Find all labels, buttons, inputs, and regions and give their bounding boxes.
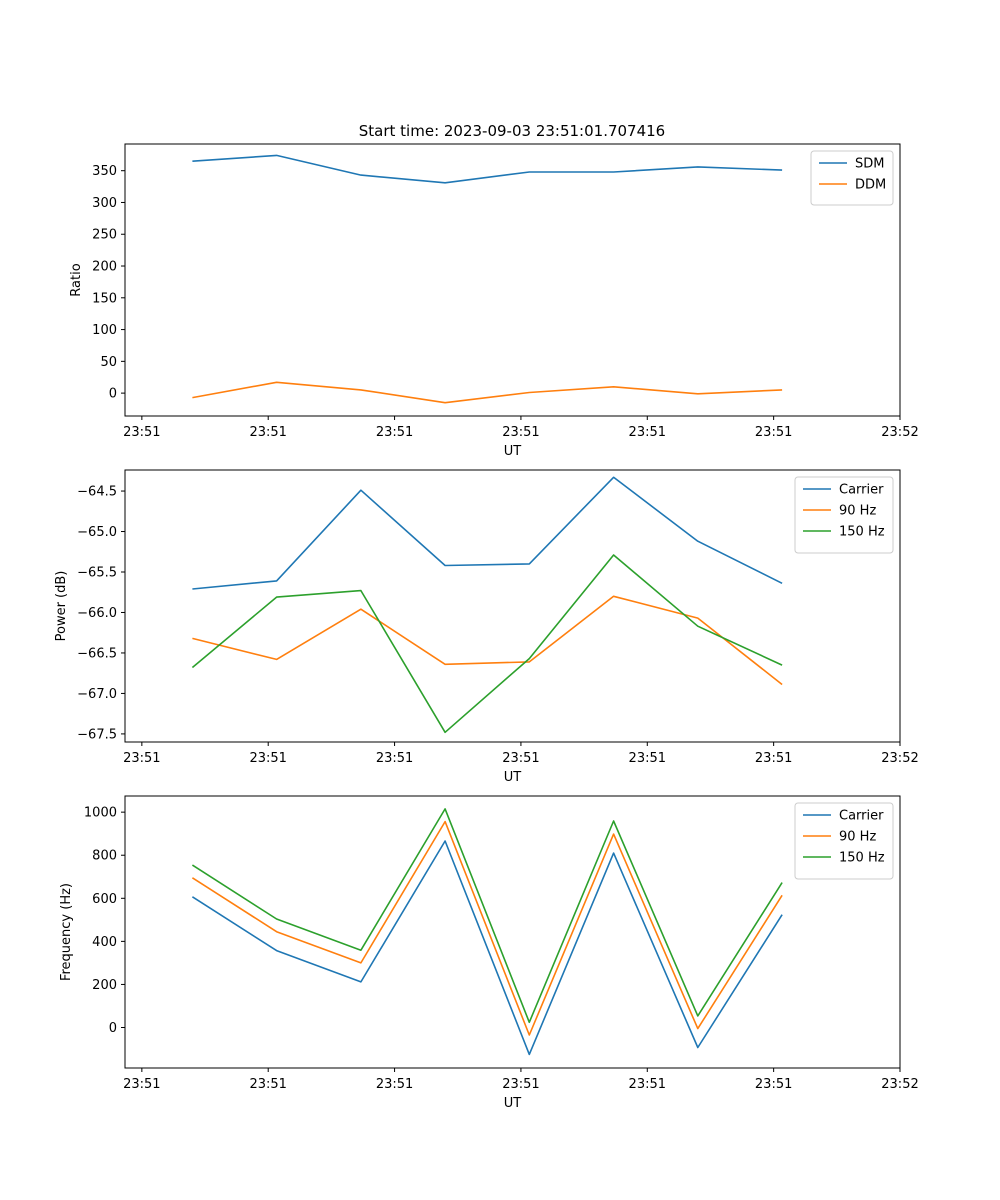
y-tick-label: −67.5 [77, 727, 117, 742]
y-tick-label: 0 [109, 387, 117, 402]
series-line-90-hz [192, 595, 783, 686]
y-tick-label: 200 [92, 260, 117, 275]
x-tick-label: 23:51 [376, 1077, 413, 1092]
legend-box [794, 802, 894, 880]
x-tick-label: 23:51 [502, 751, 539, 766]
x-tick-label: 23:51 [249, 425, 286, 440]
series-line-carrier [192, 476, 783, 590]
x-tick-label: 23:52 [881, 425, 918, 440]
x-tick-label: 23:51 [755, 425, 792, 440]
y-tick-label: 250 [92, 228, 117, 243]
y-tick-label: 600 [92, 892, 117, 907]
x-axis-label: UT [504, 1096, 522, 1111]
series-line-carrier [191, 840, 783, 1056]
legend-label: 90 Hz [839, 504, 876, 519]
y-tick-label: 350 [92, 164, 117, 179]
y-tick-label: 300 [92, 196, 117, 211]
y-axis-label: Ratio [69, 263, 84, 296]
x-tick-label: 23:51 [123, 751, 160, 766]
axes-frame [124, 795, 901, 1069]
y-tick-label: 50 [100, 355, 117, 370]
x-tick-label: 23:51 [629, 425, 666, 440]
y-axis-label: Power (dB) [54, 571, 69, 642]
y-tick-label: 150 [92, 291, 117, 306]
series-line-150-hz [191, 554, 783, 734]
y-tick-label: 0 [109, 1021, 117, 1036]
x-tick-label: 23:51 [249, 1077, 286, 1092]
y-tick-label: 1000 [84, 806, 117, 821]
panel-2: 23:51 23:51 23:51 23:51 23:51 23:51 23:52 −67.5… [54, 469, 919, 785]
y-tick-label: −67.0 [77, 687, 117, 702]
x-axis-label: UT [504, 444, 522, 459]
y-tick-label: −66.0 [77, 606, 117, 621]
y-tick-label: 200 [92, 978, 117, 993]
x-axis-label: UT [504, 770, 522, 785]
legend-label: SDM [855, 157, 884, 172]
legend: SDM DDM [810, 150, 894, 206]
x-tick-label: 23:51 [123, 1077, 160, 1092]
legend-label: Carrier [839, 483, 884, 498]
legend-label: Carrier [839, 809, 884, 824]
axes-frame [124, 143, 901, 417]
legend-label: 90 Hz [839, 830, 876, 845]
y-tick-label: −65.5 [77, 566, 117, 581]
legend-label: 150 Hz [839, 851, 885, 866]
series-line-90-hz [191, 820, 783, 1036]
y-axis-label: Frequency (Hz) [59, 883, 74, 981]
y-tick-label: 800 [92, 849, 117, 864]
y-tick-label: −64.5 [77, 485, 117, 500]
y-tick-label: 400 [92, 935, 117, 950]
legend-label: 150 Hz [839, 525, 885, 540]
x-tick-label: 23:51 [376, 751, 413, 766]
legend-box [810, 150, 894, 206]
x-tick-label: 23:52 [881, 1077, 918, 1092]
panel-3: 23:51 23:51 23:51 23:51 23:51 23:51 23:52 0 200 4… [59, 795, 919, 1111]
figure-title: Start time: 2023-09-03 23:51:01.707416 [359, 122, 665, 140]
legend: Carrier 90 Hz 150 Hz [794, 476, 894, 554]
x-tick-label: 23:51 [502, 425, 539, 440]
x-tick-label: 23:51 [629, 1077, 666, 1092]
y-tick-label: −65.0 [77, 525, 117, 540]
legend: Carrier 90 Hz 150 Hz [794, 802, 894, 880]
x-tick-label: 23:51 [629, 751, 666, 766]
series-line-ddm [192, 381, 783, 404]
x-tick-label: 23:51 [502, 1077, 539, 1092]
legend-box [794, 476, 894, 554]
series-line-sdm [192, 154, 783, 184]
x-tick-label: 23:51 [755, 1077, 792, 1092]
y-tick-label: 100 [92, 323, 117, 338]
panel-1: 23:51 23:51 23:51 23:51 23:51 23:51 23:52 0 50 10… [69, 143, 919, 459]
legend-label: DDM [855, 178, 886, 193]
x-tick-label: 23:52 [881, 751, 918, 766]
series-line-150-hz [191, 808, 783, 1024]
x-tick-label: 23:51 [123, 425, 160, 440]
x-tick-label: 23:51 [249, 751, 286, 766]
x-tick-label: 23:51 [376, 425, 413, 440]
y-tick-label: −66.5 [77, 646, 117, 661]
x-tick-label: 23:51 [755, 751, 792, 766]
axes-frame [124, 469, 901, 743]
